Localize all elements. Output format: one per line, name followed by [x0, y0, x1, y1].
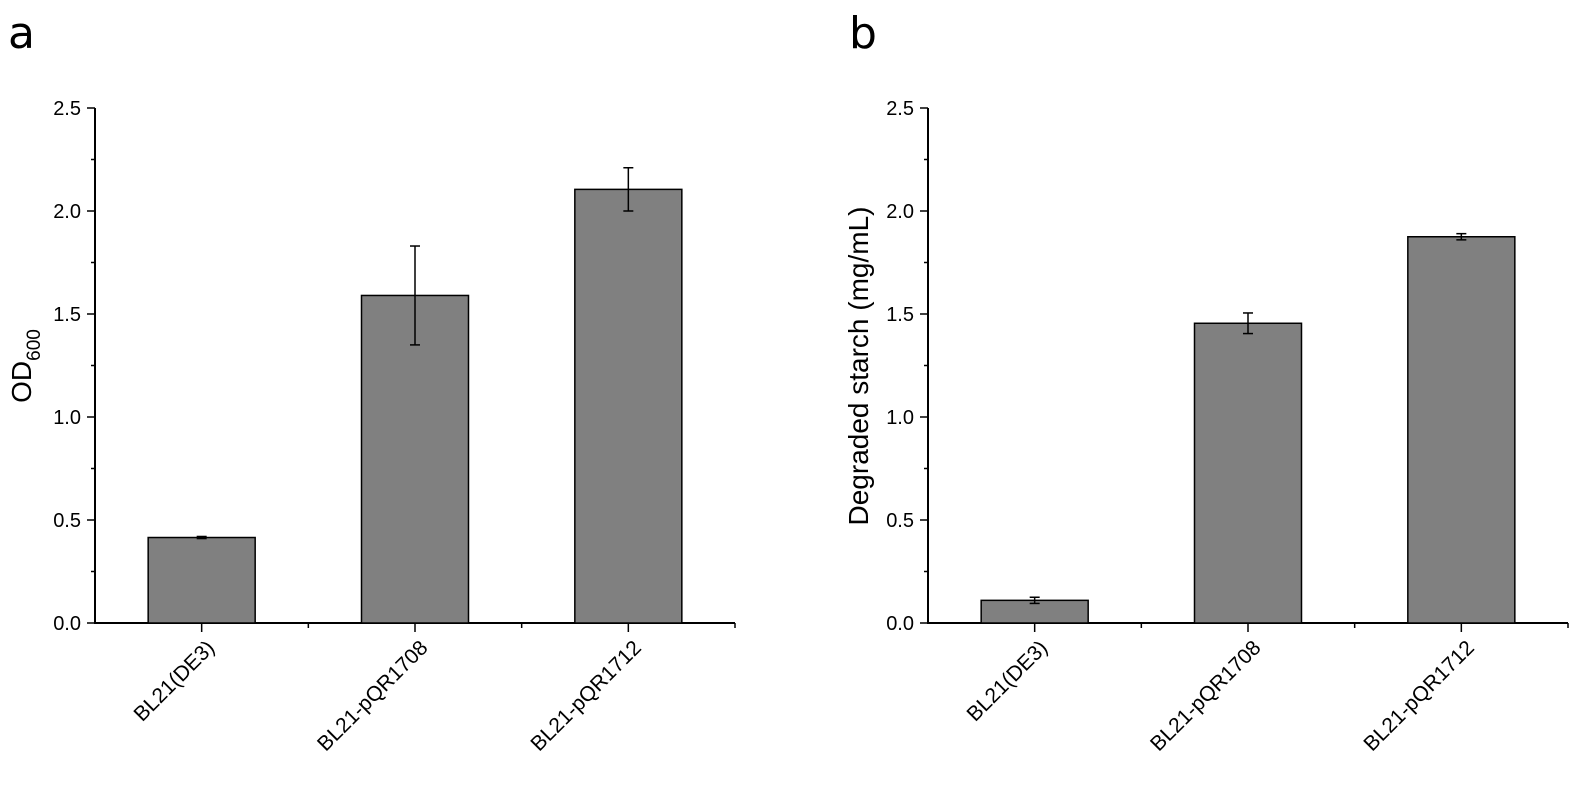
y-tick-label: 1.0	[886, 407, 914, 429]
panel-label-b: b	[849, 8, 877, 59]
y-axis-title-b: Degraded starch (mg/mL)	[843, 206, 874, 525]
y-tick-label: 1.5	[53, 304, 81, 326]
y-tick-label: 0.0	[886, 613, 914, 635]
y-tick-label: 0.0	[53, 613, 81, 635]
y-axis-title-a: OD600	[6, 329, 45, 403]
category-label-2: BL21-pQR1712	[1359, 636, 1478, 755]
y-axis-title-a-sub: 600	[24, 329, 45, 361]
y-tick-label: 1.5	[886, 304, 914, 326]
y-tick-label: 0.5	[886, 510, 914, 532]
bar-1	[360, 294, 470, 624]
plot-area-b: 0.0 0.5 1.0 1.5 2.0 2.5 BL21(DE3) BL21-pQR1708 B…	[886, 98, 1569, 756]
bar-2	[1407, 236, 1516, 624]
panel-a: a OD600 0.0 0.5 1.0 1.5 2.0 2.5 BL21(DE3) BL21-…	[6, 8, 736, 756]
y-tick-label: 0.5	[53, 510, 81, 532]
category-label-2: BL21-pQR1712	[526, 636, 645, 755]
y-tick-label: 1.0	[53, 407, 81, 429]
y-tick-label: 2.0	[886, 201, 914, 223]
bar-0	[147, 536, 256, 624]
y-axis-title-a-main: OD	[6, 361, 37, 403]
y-tick-label: 2.5	[53, 98, 81, 120]
plot-area-a: 0.0 0.5 1.0 1.5 2.0 2.5 BL21(DE3) BL21-pQR1708 B…	[53, 98, 736, 756]
category-label-0: BL21(DE3)	[129, 636, 219, 726]
bar-1	[1193, 322, 1303, 624]
category-label-1: BL21-pQR1708	[313, 636, 432, 755]
bar-2	[574, 188, 683, 624]
y-tick-label: 2.5	[886, 98, 914, 120]
y-tick-label: 2.0	[53, 201, 81, 223]
panel-b: b Degraded starch (mg/mL) 0.0 0.5 1.0 1.5 2.…	[843, 8, 1569, 756]
panel-label-a: a	[8, 8, 35, 59]
category-label-1: BL21-pQR1708	[1146, 636, 1265, 755]
category-label-0: BL21(DE3)	[962, 636, 1052, 726]
